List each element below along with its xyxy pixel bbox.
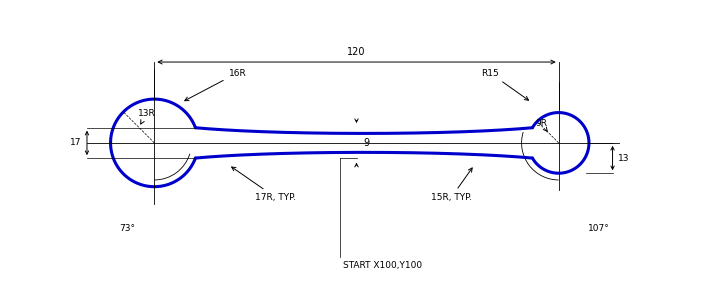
Text: 15R, TYP.: 15R, TYP. [431, 168, 472, 202]
Text: 17: 17 [71, 138, 82, 147]
Text: R15: R15 [481, 69, 528, 100]
Text: 17R, TYP.: 17R, TYP. [232, 167, 297, 202]
Text: 13R: 13R [138, 109, 155, 124]
Text: START X100,Y100: START X100,Y100 [343, 261, 422, 270]
Text: 9: 9 [363, 138, 369, 148]
Text: 9R: 9R [535, 119, 548, 131]
Text: 73°: 73° [119, 224, 135, 233]
Text: 16R: 16R [185, 69, 246, 101]
Text: 107°: 107° [588, 224, 610, 233]
Text: 120: 120 [347, 47, 366, 57]
Text: 13: 13 [617, 154, 629, 162]
